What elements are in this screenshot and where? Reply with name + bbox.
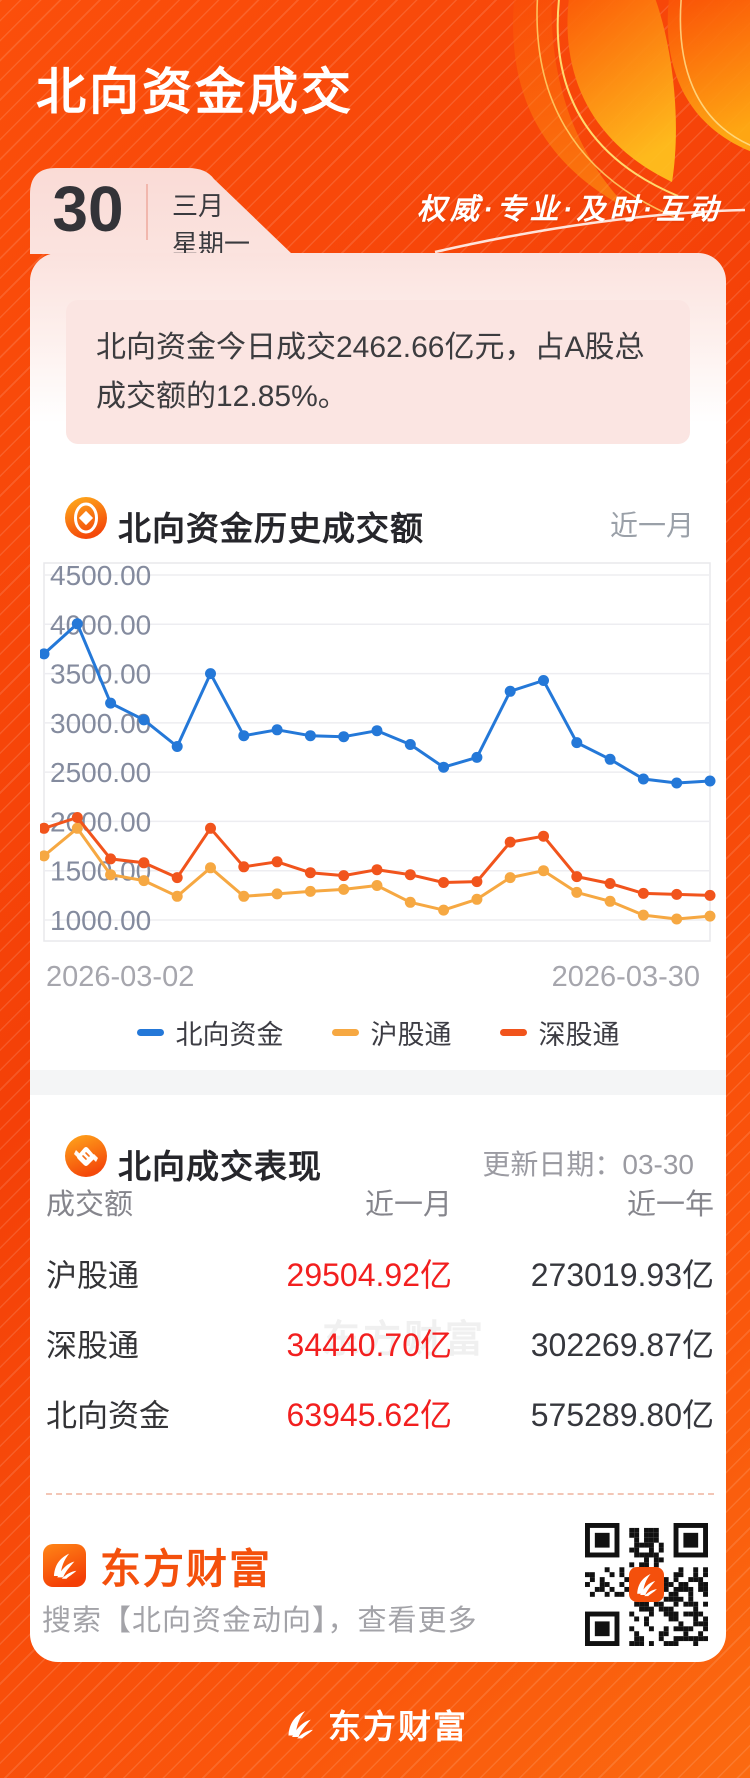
em-app-icon xyxy=(43,1543,86,1587)
date-divider xyxy=(146,184,148,240)
date-card-background xyxy=(30,168,292,254)
legend-item-northbound[interactable]: 北向资金 xyxy=(136,1013,284,1052)
main-card: 北向资金今日成交2462.66亿元，占A股总成交额的12.85%。 东方财富 北… xyxy=(30,253,726,1662)
row-label: 沪股通 xyxy=(46,1258,139,1294)
x-axis-start-label: 2026-03-02 xyxy=(46,961,195,993)
col-header-month: 近一月 xyxy=(364,1189,452,1221)
performance-table: 成交额 近一月 近一年 沪股通 29504.92亿 273019.93亿 深股通… xyxy=(46,1180,714,1452)
bottom-bar-brand: 东方财富 xyxy=(0,1700,750,1748)
line-chart-plot: 4500.004000.003500.003000.002500.002000.… xyxy=(38,560,716,942)
svg-text:3000.00: 3000.00 xyxy=(50,708,151,739)
legend-swatch xyxy=(331,1029,359,1036)
legend-item-shanghai-connect[interactable]: 沪股通 xyxy=(331,1013,452,1052)
brand-slogan: 权威·专业·及时·互动 xyxy=(417,194,722,226)
coin-icon xyxy=(65,497,107,539)
bottom-brand-text: 东方财富 xyxy=(328,1708,468,1745)
row-month-value: 29504.92亿 xyxy=(286,1257,452,1293)
watermark: 东方财富 xyxy=(280,1308,486,1363)
table-row: 深股通 34440.70亿 302269.87亿 xyxy=(46,1308,714,1378)
footer-brand: 东方财富 xyxy=(43,1535,272,1595)
row-year-value: 575289.80亿 xyxy=(530,1397,714,1433)
table-row: 沪股通 29504.92亿 273019.93亿 xyxy=(46,1238,714,1308)
date-day: 30 xyxy=(52,173,124,245)
performance-section-title: 北向成交表现 xyxy=(118,1148,322,1185)
row-label: 北向资金 xyxy=(46,1398,170,1434)
history-chart: 4500.00 4000.00 3500.00 3000.00 2500.00 2000.… xyxy=(38,550,716,960)
handshake-icon xyxy=(65,1135,107,1177)
svg-text:1000.00: 1000.00 xyxy=(50,905,151,936)
date-month: 三月 xyxy=(172,191,225,221)
legend-swatch xyxy=(499,1029,527,1036)
svg-text:2500.00: 2500.00 xyxy=(50,757,151,788)
slogan-underline-swoosh xyxy=(434,208,746,254)
qr-code[interactable] xyxy=(585,1523,708,1646)
legend-item-shenzhen-connect[interactable]: 深股通 xyxy=(499,1013,620,1052)
notice-box: 北向资金今日成交2462.66亿元，占A股总成交额的12.85%。 xyxy=(66,300,690,444)
update-date-label: 更新日期：03-30 xyxy=(482,1149,694,1180)
row-year-value: 302269.87亿 xyxy=(530,1327,714,1363)
legend-swatch xyxy=(136,1029,164,1036)
footer-brand-text: 东方财富 xyxy=(100,1546,272,1592)
em-swoosh-icon xyxy=(288,1711,313,1739)
row-year-value: 273019.93亿 xyxy=(530,1257,714,1293)
row-month-value: 34440.70亿 xyxy=(286,1327,452,1363)
dashed-divider xyxy=(46,1493,714,1495)
col-header-year: 近一年 xyxy=(626,1189,714,1221)
svg-text:3500.00: 3500.00 xyxy=(50,659,151,690)
svg-text:4500.00: 4500.00 xyxy=(50,560,151,591)
section-divider-band xyxy=(30,1070,726,1095)
chart-range-selector[interactable]: 近一月 xyxy=(609,510,694,541)
brand-swoosh-decoration xyxy=(513,0,750,221)
row-month-value: 63945.62亿 xyxy=(286,1397,452,1433)
search-hint-text: 搜索【北向资金动向】，查看更多 xyxy=(42,1605,478,1637)
table-row: 北向资金 63945.62亿 575289.80亿 xyxy=(46,1378,714,1448)
chart-legend: 北向资金 沪股通 深股通 xyxy=(30,1013,726,1052)
history-section-title: 北向资金历史成交额 xyxy=(118,510,424,547)
x-axis-end-label: 2026-03-30 xyxy=(551,961,700,993)
table-header-row: 成交额 近一月 近一年 xyxy=(46,1180,714,1224)
col-header-metric: 成交额 xyxy=(46,1189,134,1221)
page-title: 北向资金成交 xyxy=(36,64,354,120)
row-label: 深股通 xyxy=(46,1328,139,1364)
